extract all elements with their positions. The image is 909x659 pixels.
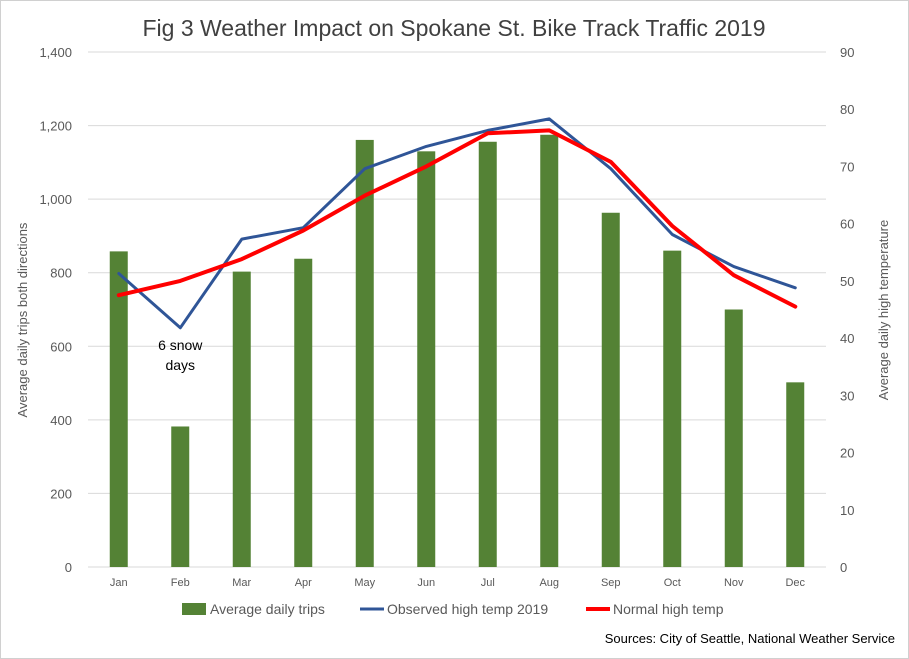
x-tick-label: Nov [724, 577, 744, 589]
bar-nov [724, 309, 743, 567]
source-note: Sources: City of Seattle, National Weath… [605, 631, 895, 646]
left-tick-label: 1,200 [39, 119, 72, 134]
x-tick-label: Sep [601, 577, 621, 589]
bar-dec [786, 382, 805, 567]
x-tick-label: Jan [110, 577, 128, 589]
bar-may [355, 139, 374, 568]
annotation-line-1: 6 snow [158, 337, 203, 353]
legend-label-observed: Observed high temp 2019 [387, 601, 548, 617]
left-axis-ticks: 0 200 400 600 800 1,000 1,200 1,400 [39, 45, 72, 575]
legend-label-normal: Normal high temp [613, 601, 724, 617]
left-tick-label: 0 [65, 560, 72, 575]
left-tick-label: 400 [50, 413, 72, 428]
bar-jun [417, 151, 436, 568]
x-tick-label: Feb [171, 577, 190, 589]
chart-title: Fig 3 Weather Impact on Spokane St. Bike… [142, 15, 765, 41]
left-axis-label: Average daily trips both directions [15, 222, 30, 417]
x-tick-label: Jul [481, 577, 495, 589]
right-tick-label: 70 [840, 159, 854, 174]
right-tick-label: 30 [840, 388, 854, 403]
right-tick-label: 80 [840, 102, 854, 117]
line-series [116, 117, 798, 330]
observed-temp-line [117, 117, 797, 330]
bar-apr [294, 258, 313, 567]
right-tick-label: 50 [840, 274, 854, 289]
x-tick-label: Aug [539, 577, 559, 589]
x-axis-ticks: Jan Feb Mar Apr May Jun Jul Aug Sep Oct Nov Dec [110, 577, 806, 589]
legend-label-trips: Average daily trips [210, 601, 325, 617]
right-tick-label: 90 [840, 45, 854, 60]
left-tick-label: 800 [50, 266, 72, 281]
x-tick-label: May [354, 577, 375, 589]
right-tick-label: 60 [840, 217, 854, 232]
right-axis-ticks: 0 10 20 30 40 50 60 70 80 90 [840, 45, 854, 575]
snow-days-annotation: 6 snow days [158, 337, 203, 373]
right-axis-label: Average daily high temperature [876, 220, 891, 400]
bar-jan [109, 251, 128, 567]
legend: Average daily trips Observed high temp 2… [182, 601, 724, 617]
bar-aug [540, 134, 559, 567]
right-tick-label: 40 [840, 331, 854, 346]
annotation-line-2: days [165, 357, 195, 373]
left-tick-label: 200 [50, 486, 72, 501]
bar-series [109, 134, 805, 568]
left-tick-label: 600 [50, 339, 72, 354]
x-tick-label: Apr [295, 577, 312, 589]
normal-temp-line [116, 128, 798, 309]
x-tick-label: Dec [785, 577, 805, 589]
bar-sep [601, 212, 620, 567]
right-tick-label: 20 [840, 446, 854, 461]
x-tick-label: Oct [664, 577, 681, 589]
x-tick-label: Mar [232, 577, 251, 589]
bar-feb [171, 426, 190, 567]
bar-oct [663, 250, 682, 567]
legend-swatch-trips [182, 603, 206, 615]
bar-jul [478, 141, 497, 567]
left-tick-label: 1,000 [39, 192, 72, 207]
left-tick-label: 1,400 [39, 45, 72, 60]
right-tick-label: 0 [840, 560, 847, 575]
gridlines [88, 51, 826, 568]
right-tick-label: 10 [840, 503, 854, 518]
bar-mar [232, 271, 251, 567]
x-tick-label: Jun [417, 577, 435, 589]
